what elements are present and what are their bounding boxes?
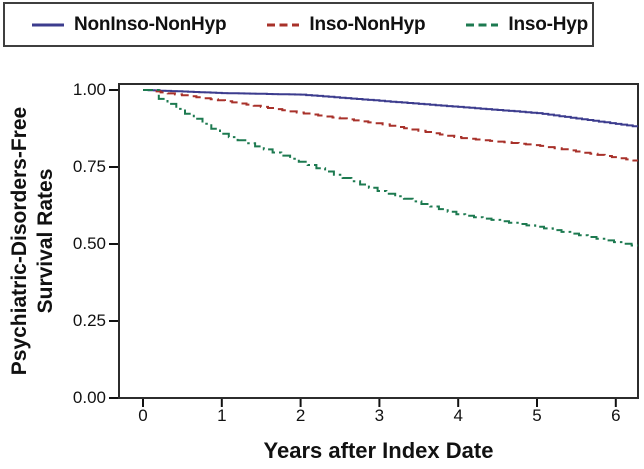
x-tick-label: 0 xyxy=(138,406,148,425)
legend-label: Inso-NonHyp xyxy=(309,13,426,35)
y-tick-label: 0.25 xyxy=(72,311,106,330)
x-tick-label: 1 xyxy=(217,406,227,425)
legend: NonInso-NonHyp Inso-NonHyp Inso-Hyp xyxy=(3,2,594,47)
x-tick-label: 3 xyxy=(374,406,385,425)
series-curve-inso-nonhyp xyxy=(143,89,638,162)
y-tick-label: 0.75 xyxy=(72,157,106,176)
series-curve-noninso-nonhyp xyxy=(143,89,638,128)
series-curve-inso-hyp xyxy=(143,89,638,247)
y-tick-label: 1.00 xyxy=(72,80,106,99)
legend-item-inso-nonhyp: Inso-NonHyp xyxy=(266,13,426,36)
legend-line-icon xyxy=(465,21,499,29)
legend-item-noninso-nonhyp: NonInso-NonHyp xyxy=(31,13,227,36)
legend-item-inso-hyp: Inso-Hyp xyxy=(465,14,588,36)
x-tick-label: 4 xyxy=(453,406,463,425)
x-tick-label: 2 xyxy=(295,406,306,425)
legend-line-icon xyxy=(266,21,300,29)
y-tick-label: 0.00 xyxy=(72,388,106,407)
y-tick-label: 0.50 xyxy=(72,234,106,253)
x-tick-label: 5 xyxy=(532,406,542,425)
legend-label: Inso-Hyp xyxy=(508,13,589,35)
legend-line-icon xyxy=(31,21,65,29)
x-axis-title: Years after Index Date xyxy=(263,438,494,463)
x-tick-label: 6 xyxy=(611,406,621,425)
legend-label: NonInso-NonHyp xyxy=(74,13,227,35)
